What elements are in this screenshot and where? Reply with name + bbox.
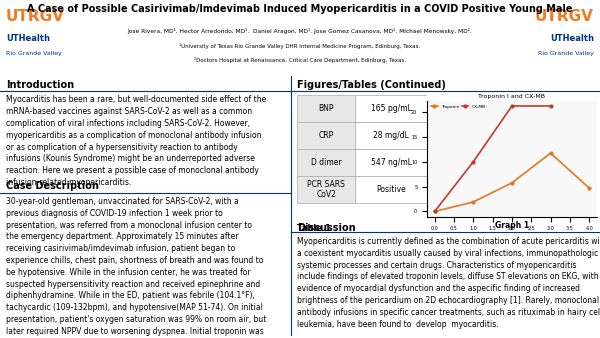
Text: 28 mg/dL: 28 mg/dL xyxy=(373,131,409,140)
Troponin xyxy=(431,210,438,214)
Title: Troponin I and CX-MB: Troponin I and CX-MB xyxy=(478,94,545,99)
Text: Table 1: Table 1 xyxy=(297,224,331,233)
Text: CRP: CRP xyxy=(319,131,334,140)
Text: Case Description: Case Description xyxy=(6,181,98,191)
Text: Graph 1: Graph 1 xyxy=(495,221,529,231)
CX-MB xyxy=(431,210,438,214)
Bar xyxy=(297,122,355,149)
CX-MB xyxy=(470,160,477,164)
Text: Discussion: Discussion xyxy=(297,223,356,233)
Text: Rio Grande Valley: Rio Grande Valley xyxy=(6,51,62,55)
Text: UTHealth: UTHealth xyxy=(6,34,50,43)
Text: Myopericarditis is currently defined as the combination of acute pericarditis wi: Myopericarditis is currently defined as … xyxy=(297,237,600,338)
Legend: Troponin, CX-MB: Troponin, CX-MB xyxy=(429,103,488,111)
Bar xyxy=(297,176,355,203)
Text: BNP: BNP xyxy=(319,104,334,114)
Troponin xyxy=(586,186,593,190)
Text: D dimer: D dimer xyxy=(311,158,341,167)
Text: Jose Rivera, MD¹. Hector Arredondo, MD¹.  Daniel Aragon, MD¹. Jose Gomez Casanov: Jose Rivera, MD¹. Hector Arredondo, MD¹.… xyxy=(128,27,472,33)
Text: A Case of Possible Casirivimab/Imdevimab Induced Myopericarditis in a COVID Posi: A Case of Possible Casirivimab/Imdevimab… xyxy=(27,4,573,14)
Troponin xyxy=(508,181,515,185)
Text: PCR SARS
CoV2: PCR SARS CoV2 xyxy=(307,180,345,199)
Text: ²Doctors Hospital at Renaissance, Critical Care Department, Edinburg, Texas.: ²Doctors Hospital at Renaissance, Critic… xyxy=(194,56,406,63)
Text: Positive: Positive xyxy=(376,185,406,194)
Troponin xyxy=(547,151,554,155)
Text: Introduction: Introduction xyxy=(6,80,74,90)
CX-MB xyxy=(547,104,554,108)
Text: Rio Grande Valley: Rio Grande Valley xyxy=(538,51,594,55)
Text: UTRGV: UTRGV xyxy=(535,9,594,24)
Text: 165 pg/mL: 165 pg/mL xyxy=(371,104,412,114)
Line: Troponin: Troponin xyxy=(433,152,590,213)
Line: CX-MB: CX-MB xyxy=(433,104,552,213)
CX-MB xyxy=(508,104,515,108)
Text: 30-year-old gentleman, unvaccinated for SARS-CoV-2, with a
previous diagnosis of: 30-year-old gentleman, unvaccinated for … xyxy=(6,197,266,338)
Bar xyxy=(355,95,427,122)
Text: 547 ng/mL: 547 ng/mL xyxy=(371,158,412,167)
Bar xyxy=(355,176,427,203)
Text: ¹University of Texas Rio Grande Valley DHR Internal Medicine Program, Edinburg, : ¹University of Texas Rio Grande Valley D… xyxy=(179,43,421,49)
Text: Figures/Tables (Continued): Figures/Tables (Continued) xyxy=(297,80,446,90)
Bar xyxy=(355,122,427,149)
Text: UTRGV: UTRGV xyxy=(6,9,65,24)
Troponin xyxy=(470,200,477,204)
Bar xyxy=(297,95,355,122)
Text: UTHealth: UTHealth xyxy=(550,34,594,43)
Bar xyxy=(355,149,427,176)
Text: Myocarditis has been a rare, but well-documented side effect of the
mRNA-based v: Myocarditis has been a rare, but well-do… xyxy=(6,95,266,187)
Bar xyxy=(297,149,355,176)
